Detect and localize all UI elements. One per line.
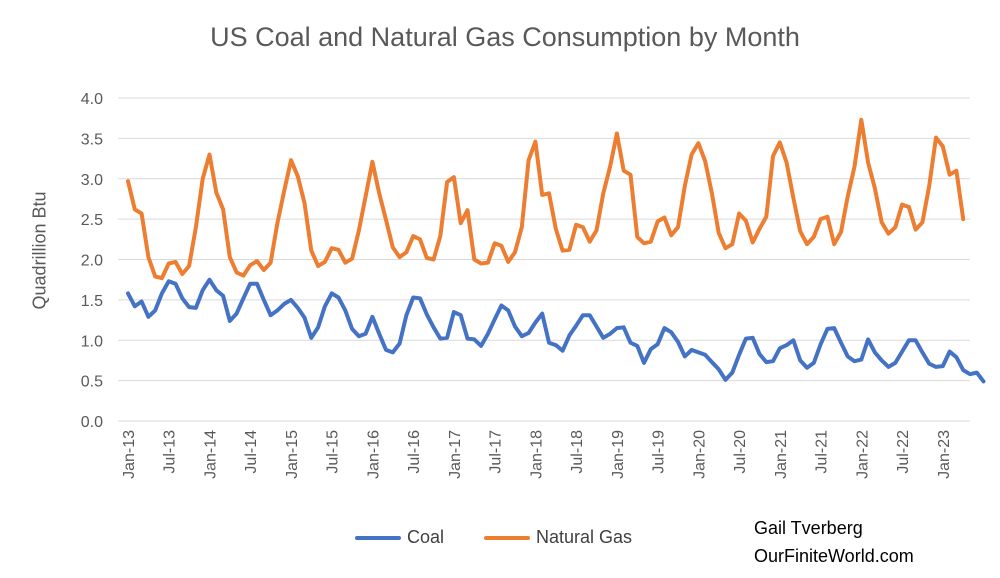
series-line-coal	[126, 277, 986, 384]
y-tick-label: 2.0	[81, 253, 103, 270]
chart-title: US Coal and Natural Gas Consumption by M…	[210, 22, 800, 52]
credit-website: OurFiniteWorld.com	[754, 546, 914, 566]
y-tick-label: 0.5	[81, 374, 103, 391]
legend-swatch-coal	[355, 535, 401, 540]
y-tick-label: 1.0	[81, 333, 103, 350]
x-tick-label: Jul-16	[406, 430, 423, 474]
y-tick-label: 4.0	[81, 91, 103, 108]
series-lines	[126, 117, 986, 384]
series-line-natural-gas	[126, 117, 966, 281]
x-tick-labels: Jan-13 Jul-13 Jan-14 Jul-14 Jan-15 Jul-15 Jan-…	[121, 430, 953, 479]
x-tick-label: Jul-15	[325, 430, 342, 474]
x-tick-label: Jan-20	[691, 430, 708, 479]
x-tick-label: Jul-17	[488, 430, 505, 474]
x-tick-label: Jan-16	[365, 430, 382, 479]
legend-swatch-natural-gas	[484, 535, 530, 540]
x-tick-label: Jan-15	[284, 430, 301, 479]
x-tick-label: Jan-14	[202, 430, 219, 479]
y-tick-label: 1.5	[81, 293, 103, 310]
x-tick-label: Jan-23	[936, 430, 953, 479]
y-tick-label: 3.5	[81, 131, 103, 148]
x-tick-label: Jul-13	[162, 430, 179, 474]
x-tick-label: Jul-21	[814, 430, 831, 474]
x-tick-label: Jan-18	[528, 430, 545, 479]
y-tick-label: 3.0	[81, 172, 103, 189]
legend-item-coal[interactable]: Coal	[355, 527, 444, 548]
y-tick-label: 2.5	[81, 212, 103, 229]
x-tick-label: Jul-19	[651, 430, 668, 474]
x-tick-label: Jan-22	[854, 430, 871, 479]
x-tick-label: Jul-18	[569, 430, 586, 474]
legend-label-natural-gas: Natural Gas	[536, 527, 633, 547]
x-tick-label: Jan-21	[773, 430, 790, 479]
y-tick-label: 0.0	[81, 414, 103, 431]
gridlines	[118, 97, 970, 422]
x-tick-label: Jan-19	[610, 430, 627, 479]
credit-author: Gail Tverberg	[754, 518, 863, 538]
x-tick-label: Jul-22	[895, 430, 912, 474]
x-tick-label: Jul-20	[732, 430, 749, 474]
x-tick-label: Jul-14	[243, 430, 260, 474]
y-tick-labels: 0.0 0.5 1.0 1.5 2.0 2.5 3.0 3.5 4.0	[81, 91, 103, 431]
x-tick-label: Jan-17	[447, 430, 464, 479]
legend-item-natural-gas[interactable]: Natural Gas	[484, 527, 632, 548]
legend-label-coal: Coal	[407, 527, 445, 547]
x-tick-label: Jan-13	[121, 430, 138, 479]
